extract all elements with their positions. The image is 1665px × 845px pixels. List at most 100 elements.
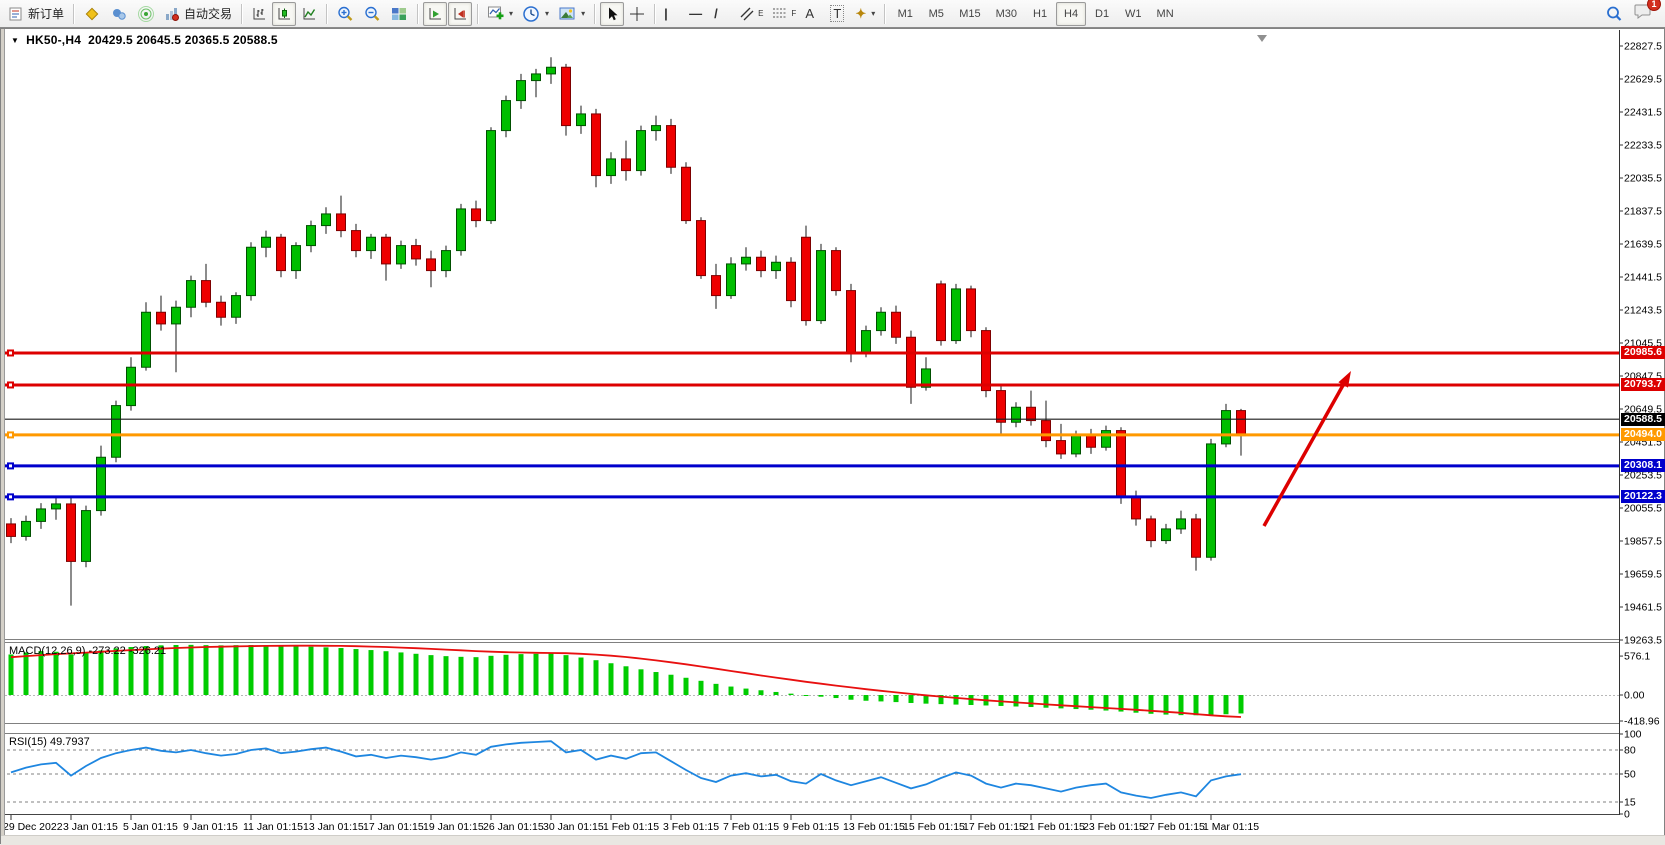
timeframe-m1-button[interactable]: M1 <box>890 2 920 26</box>
line-chart-button[interactable] <box>297 2 321 26</box>
tile-windows-button[interactable] <box>386 2 412 26</box>
rsi-axis-label: 50 <box>1624 769 1636 781</box>
separator <box>241 3 243 24</box>
text-label-tool-button[interactable]: T <box>826 2 850 26</box>
collapse-arrow-icon[interactable]: ▼ <box>11 35 20 45</box>
chart-title: ▼ HK50-,H4 20429.5 20645.5 20365.5 20588… <box>11 33 278 47</box>
rsi-axis-label: 100 <box>1624 729 1642 741</box>
templates-button[interactable]: ▾ <box>554 2 589 26</box>
candle <box>756 256 766 272</box>
candle <box>111 405 121 458</box>
crosshair-icon <box>629 6 645 22</box>
arrows-tool-button[interactable]: ✦ ▾ <box>851 2 879 26</box>
timeframe-h4-button[interactable]: H4 <box>1056 1 1087 26</box>
macd-signal-line <box>10 644 1242 718</box>
candle <box>681 166 691 222</box>
date-axis-label: 3 Feb 01:15 <box>663 821 719 833</box>
separator <box>654 3 656 24</box>
candle <box>1236 410 1246 437</box>
candle <box>471 208 481 222</box>
channel-icon <box>739 6 754 21</box>
price-axis-label: 21441.5 <box>1624 272 1662 284</box>
timeframe-m30-button[interactable]: M30 <box>989 2 1024 26</box>
candle <box>6 523 16 537</box>
timeframe-h1-button[interactable]: H1 <box>1025 2 1055 26</box>
price-axis-label: 21639.5 <box>1624 239 1662 251</box>
vertical-line-tool-button[interactable]: | <box>660 2 684 26</box>
candle <box>336 213 346 232</box>
separator <box>417 3 419 24</box>
horizontal-line-tool-button[interactable]: — <box>685 2 709 26</box>
price-axis-label: 21837.5 <box>1624 206 1662 218</box>
trendline-tool-button[interactable]: / <box>710 2 734 26</box>
rsi-axis-label: 80 <box>1624 745 1636 757</box>
chart-shift-button[interactable] <box>448 1 473 26</box>
price-axis-label: 19857.5 <box>1624 536 1662 548</box>
price-axis-label: 20253.5 <box>1624 470 1662 482</box>
bar-chart-icon <box>251 6 267 22</box>
candlestick-chart-button[interactable] <box>272 1 297 26</box>
candlesticks <box>6 57 1246 606</box>
candle <box>636 130 646 172</box>
date-axis-label: 7 Feb 01:15 <box>723 821 779 833</box>
candle <box>786 261 796 302</box>
candle <box>1071 435 1081 455</box>
notifications-button[interactable]: 1 <box>1633 0 1661 26</box>
candle <box>291 245 301 272</box>
candle <box>171 306 181 325</box>
price-tag: 20793.7 <box>1621 378 1665 392</box>
crosshair-button[interactable] <box>625 2 649 26</box>
timeframe-m15-button[interactable]: M15 <box>952 2 987 26</box>
candle <box>831 250 841 292</box>
price-axis-label: 22233.5 <box>1624 140 1662 152</box>
zoom-in-button[interactable] <box>332 2 358 26</box>
autoscroll-icon <box>427 6 443 22</box>
fibonacci-tool-button[interactable]: F <box>768 2 800 26</box>
date-axis-label: 30 Jan 01:15 <box>543 821 604 833</box>
date-axis-label: 26 Jan 01:15 <box>483 821 544 833</box>
candle <box>576 113 586 127</box>
indicators-button[interactable]: ▾ <box>483 2 517 26</box>
candle <box>321 213 331 227</box>
price-chart[interactable]: 22827.5 22629.5 22431.5 22233.5 22035.5 21837… <box>1 29 1665 845</box>
candle <box>1206 443 1216 558</box>
date-axis-label: 13 Feb 01:15 <box>843 821 905 833</box>
bar-chart-button[interactable] <box>247 2 271 26</box>
autoscroll-button[interactable] <box>423 1 448 26</box>
macd-histogram <box>8 644 1244 716</box>
cursor-button[interactable] <box>600 1 625 26</box>
timeframe-w1-button[interactable]: W1 <box>1118 2 1149 26</box>
candle <box>1056 440 1066 455</box>
date-axis-label: 23 Feb 01:15 <box>1083 821 1145 833</box>
window-left-edge <box>1 29 5 845</box>
candle <box>441 250 451 272</box>
rsi-axis-label: 0 <box>1624 809 1630 821</box>
candle <box>1101 430 1111 448</box>
channel-tool-button[interactable]: E <box>735 2 767 26</box>
candle <box>591 113 601 177</box>
candle <box>351 230 361 252</box>
candle <box>36 508 46 522</box>
signals-button[interactable] <box>133 2 159 26</box>
signals-icon <box>137 5 155 23</box>
candle <box>1191 518 1201 558</box>
template-image-icon <box>558 5 576 23</box>
line-handle-dot <box>9 383 12 387</box>
text-tool-button[interactable]: A <box>801 2 825 26</box>
market-button[interactable] <box>79 2 105 26</box>
new-order-button[interactable]: 新订单 <box>4 2 68 26</box>
community-button[interactable] <box>106 2 132 26</box>
autotrade-button[interactable]: 自动交易 <box>160 2 236 26</box>
candle <box>1176 518 1186 530</box>
timeframe-m5-button[interactable]: M5 <box>921 2 951 26</box>
candle <box>1131 496 1141 520</box>
candle <box>711 275 721 297</box>
periods-button[interactable]: ▾ <box>518 2 553 26</box>
candle <box>366 236 376 252</box>
search-button[interactable] <box>1601 2 1627 26</box>
zoom-out-button[interactable] <box>359 2 385 26</box>
dropdown-caret-icon: ▾ <box>581 9 586 18</box>
autotrade-label: 自动交易 <box>184 7 233 21</box>
timeframe-mn-button[interactable]: MN <box>1150 2 1181 26</box>
timeframe-d1-button[interactable]: D1 <box>1087 2 1117 26</box>
